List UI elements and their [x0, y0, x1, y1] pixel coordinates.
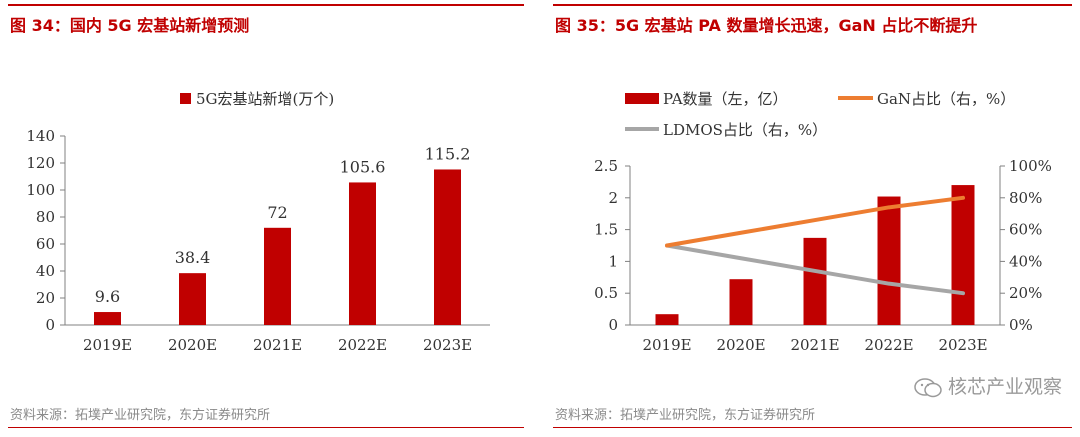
y-tick-label-right: 100% [1009, 157, 1052, 175]
bar [264, 227, 291, 325]
figure-35-panel: 图 35：5G 宏基站 PA 数量增长迅速，GaN 占比不断提升 PA数量（左，… [545, 0, 1080, 437]
bar [94, 312, 121, 325]
y-tick-label: 100 [26, 181, 55, 199]
bar [729, 279, 753, 325]
x-tick-label: 2019E [642, 336, 691, 354]
y-tick-label-left: 2 [608, 189, 618, 207]
y-tick-label: 60 [36, 235, 55, 253]
bottom-rule [8, 427, 524, 428]
y-tick-label-right: 0% [1009, 316, 1033, 334]
x-tick-label: 2020E [716, 336, 765, 354]
y-tick-label-left: 1.5 [594, 221, 618, 239]
y-tick-label: 80 [36, 208, 55, 226]
y-tick-label-right: 40% [1009, 252, 1042, 270]
top-rule [8, 4, 524, 6]
legend-label: GaN占比（右，%） [877, 90, 1015, 108]
legend-label: PA数量（左，亿） [663, 90, 788, 108]
x-tick-label: 2021E [253, 336, 302, 354]
y-tick-label-right: 80% [1009, 189, 1042, 207]
y-tick-label: 20 [36, 289, 55, 307]
x-tick-label: 2019E [83, 336, 132, 354]
watermark: 核芯产业观察 [914, 372, 1062, 399]
data-label: 72 [267, 203, 287, 222]
bar [349, 182, 376, 325]
figure-34-panel: 图 34：国内 5G 宏基站新增预测 5G宏基站新增(万个) 0 20 40 60 80 1… [0, 0, 532, 437]
x-tick-label: 2023E [423, 336, 472, 354]
legend-label: LDMOS占比（右，%） [663, 121, 827, 139]
data-label: 9.6 [95, 287, 120, 306]
ldmos-share-line [665, 243, 965, 296]
x-tick-label: 2022E [864, 336, 913, 354]
x-tick-label: 2020E [168, 336, 217, 354]
figure-title: 图 34：国内 5G 宏基站新增预测 [10, 16, 250, 35]
bar [179, 273, 206, 325]
y-tick-label-left: 1 [608, 252, 618, 270]
wechat-icon [914, 377, 942, 397]
bar [434, 169, 461, 325]
y-tick-label-left: 0.5 [594, 284, 618, 302]
legend-label: 5G宏基站新增(万个) [196, 90, 334, 108]
watermark-text: 核芯产业观察 [947, 376, 1062, 398]
source-note: 资料来源：拓墣产业研究院，东方证券研究所 [10, 408, 271, 423]
x-tick-label: 2023E [938, 336, 987, 354]
bar [803, 237, 827, 325]
source-note: 资料来源：拓墣产业研究院，东方证券研究所 [555, 408, 816, 423]
x-tick-label: 2021E [790, 336, 839, 354]
bar [655, 314, 679, 325]
data-label: 105.6 [340, 157, 386, 176]
y-tick-label-left: 0 [608, 316, 618, 334]
gan-share-line [665, 195, 965, 248]
figure-title: 图 35：5G 宏基站 PA 数量增长迅速，GaN 占比不断提升 [555, 16, 978, 35]
bar [877, 196, 901, 325]
y-tick-label: 0 [45, 316, 55, 334]
bar [951, 185, 975, 325]
bottom-rule [553, 427, 1072, 428]
legend-swatch [180, 93, 191, 104]
legend-swatch [625, 93, 659, 104]
y-tick-label: 40 [36, 262, 55, 280]
y-tick-label: 140 [26, 127, 55, 145]
y-tick-label-left: 2.5 [594, 157, 618, 175]
y-tick-label: 120 [26, 154, 55, 172]
data-label: 38.4 [175, 248, 211, 267]
y-tick-label-right: 20% [1009, 284, 1042, 302]
x-tick-label: 2022E [338, 336, 387, 354]
data-label: 115.2 [425, 144, 471, 163]
top-rule [553, 4, 1072, 6]
y-tick-label-right: 60% [1009, 221, 1042, 239]
new-base-station-bar-chart: 5G宏基站新增(万个) 0 20 40 60 80 100 120 140 9.6 2019E 38.… [26, 90, 490, 354]
pa-gan-ldmos-combo-chart: PA数量（左，亿） GaN占比（右，%） LDMOS占比（右，%） 0 0.5 1 1.5 2… [594, 90, 1052, 354]
